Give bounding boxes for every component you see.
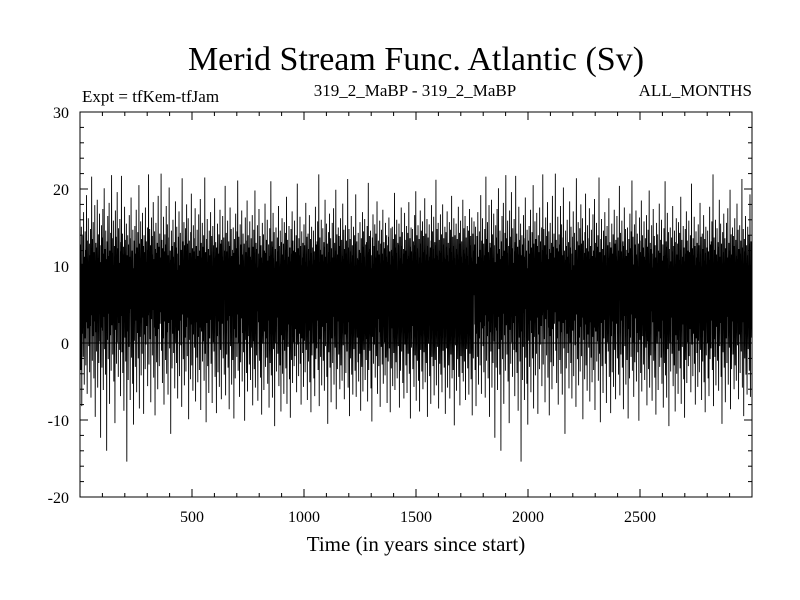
y-tick-label: -10: [48, 413, 69, 430]
x-tick-label: 1000: [288, 509, 320, 526]
months-label: ALL_MONTHS: [639, 81, 752, 100]
data-series-line-1: [79, 173, 753, 462]
y-tick-label: 10: [53, 259, 69, 276]
y-tick-label: 0: [61, 336, 69, 353]
axes: 500 1000 1500 2000 2500 -20 -10 0 10 20 30: [48, 105, 753, 526]
x-tick-label: 2000: [512, 509, 544, 526]
chart-title: Merid Stream Func. Atlantic (Sv): [188, 41, 644, 78]
y-tick-label: 20: [53, 182, 69, 199]
x-tick-label: 2500: [624, 509, 656, 526]
period-label: 319_2_MaBP - 319_2_MaBP: [314, 81, 516, 100]
x-tick-label: 500: [180, 509, 204, 526]
y-tick-label: 30: [53, 105, 69, 122]
x-axis-label: Time (in years since start): [307, 532, 526, 556]
experiment-label: Expt = tfKem-tfJam: [82, 87, 219, 106]
plot-area: [79, 173, 753, 462]
x-tick-label: 1500: [400, 509, 432, 526]
y-tick-label: -20: [48, 490, 69, 507]
